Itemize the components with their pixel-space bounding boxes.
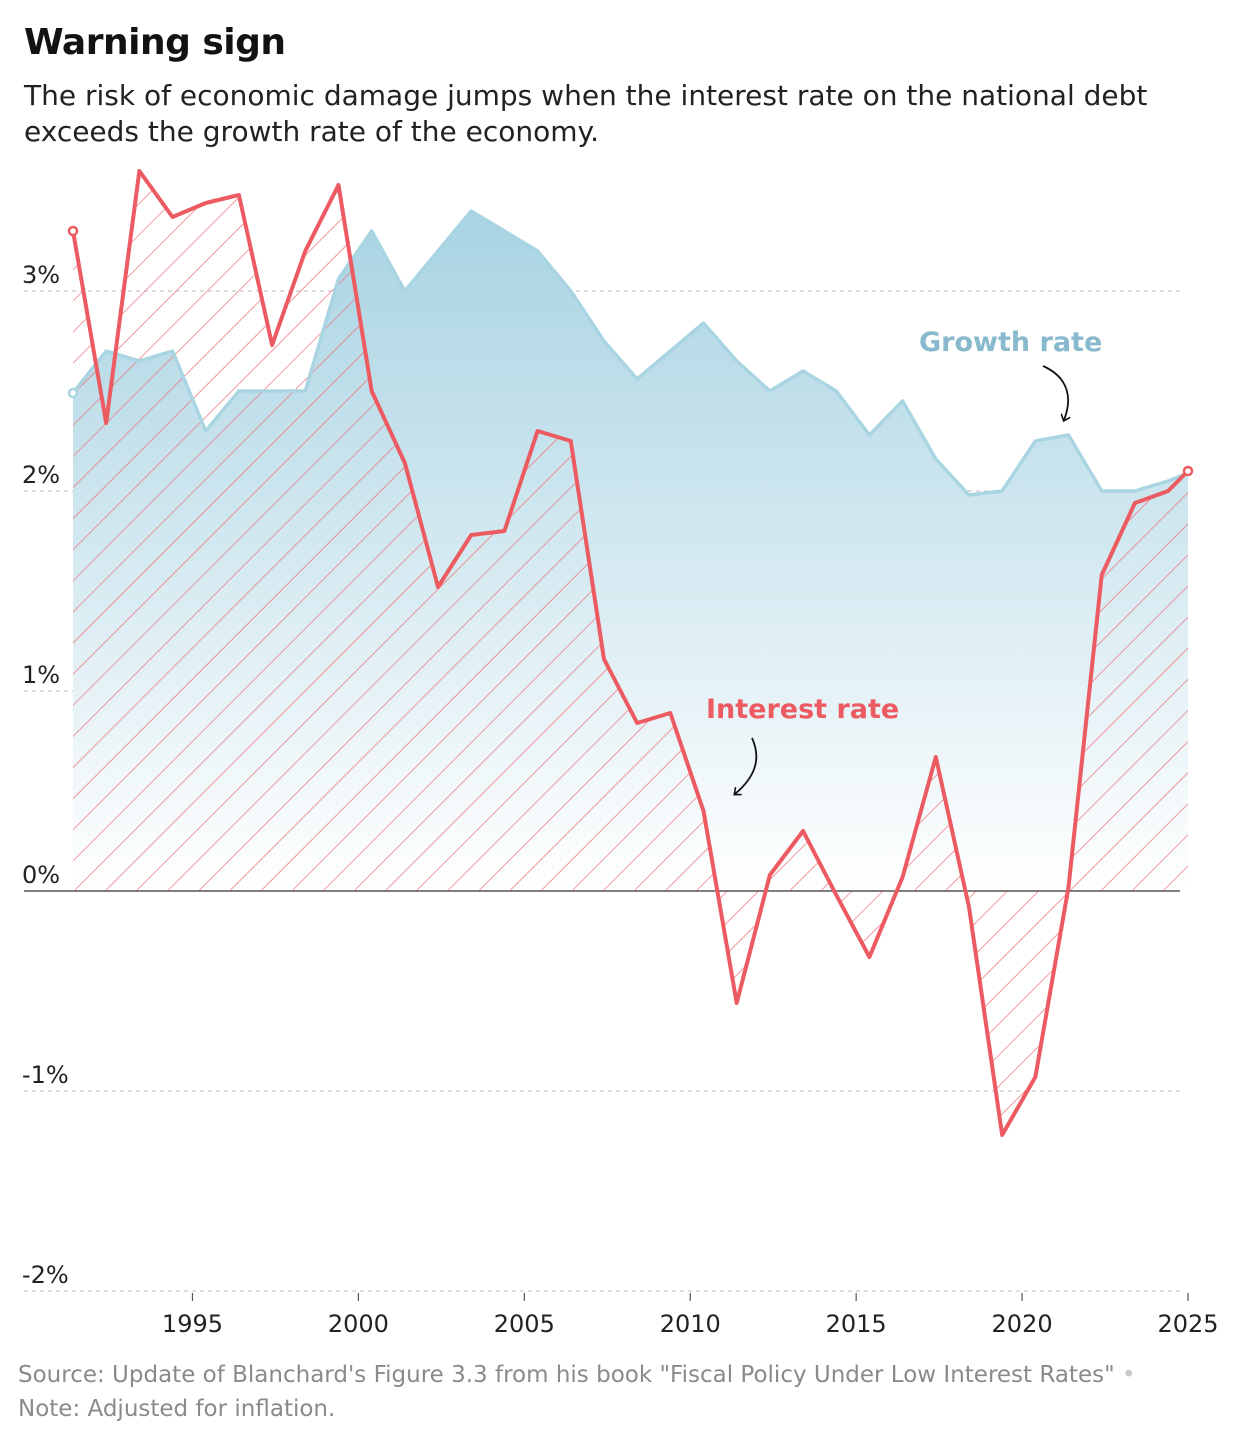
- interest-rate-series-label: Interest rate: [706, 694, 899, 725]
- chart-canvas: 3% 2% 1% 0% -1% -2% 1995 2000 2005 2010 2015 2020 2…: [22, 169, 1219, 1338]
- interest-rate-start-point: [67, 225, 79, 237]
- x-tick-label: 2020: [992, 1310, 1053, 1338]
- y-tick-label: -2%: [22, 1261, 69, 1289]
- y-axis-tick-labels: 3% 2% 1% 0% -1% -2%: [22, 261, 69, 1289]
- growth-rate-start-point: [67, 387, 79, 399]
- x-tick-label: 2015: [826, 1310, 887, 1338]
- chart-footer: Source: Update of Blanchard's Figure 3.3…: [18, 1358, 1218, 1426]
- y-tick-label: 0%: [22, 861, 60, 889]
- interest-rate-end-point: [1182, 465, 1194, 477]
- adjustment-note: Note: Adjusted for inflation.: [18, 1396, 336, 1422]
- series-endpoints: [67, 225, 1194, 477]
- x-tick-label: 2025: [1157, 1310, 1218, 1338]
- interest-rate-hatch-area: [73, 171, 1188, 1135]
- y-tick-label: -1%: [22, 1061, 69, 1089]
- chart-title: Warning sign: [24, 22, 286, 63]
- x-axis-tick-labels: 1995 2000 2005 2010 2015 2020 2025: [162, 1293, 1219, 1338]
- y-tick-label: 1%: [22, 661, 60, 689]
- y-tick-label: 3%: [22, 261, 60, 289]
- separator-dot-icon: •: [1121, 1362, 1136, 1388]
- chart-subtitle: The risk of economic damage jumps when t…: [24, 79, 1148, 148]
- growth-rate-series-label: Growth rate: [919, 327, 1102, 358]
- x-tick-label: 1995: [162, 1310, 223, 1338]
- interest-rate-arrow-icon: [735, 737, 758, 794]
- x-tick-label: 2000: [328, 1310, 389, 1338]
- y-tick-label: 2%: [22, 461, 60, 489]
- interest-rate-line: [71, 169, 1190, 1137]
- source-note: Source: Update of Blanchard's Figure 3.3…: [18, 1362, 1115, 1388]
- growth-rate-line: [71, 209, 1189, 497]
- x-tick-label: 2010: [660, 1310, 721, 1338]
- growth-rate-arrow-icon: [1042, 365, 1068, 420]
- x-tick-label: 2005: [494, 1310, 555, 1338]
